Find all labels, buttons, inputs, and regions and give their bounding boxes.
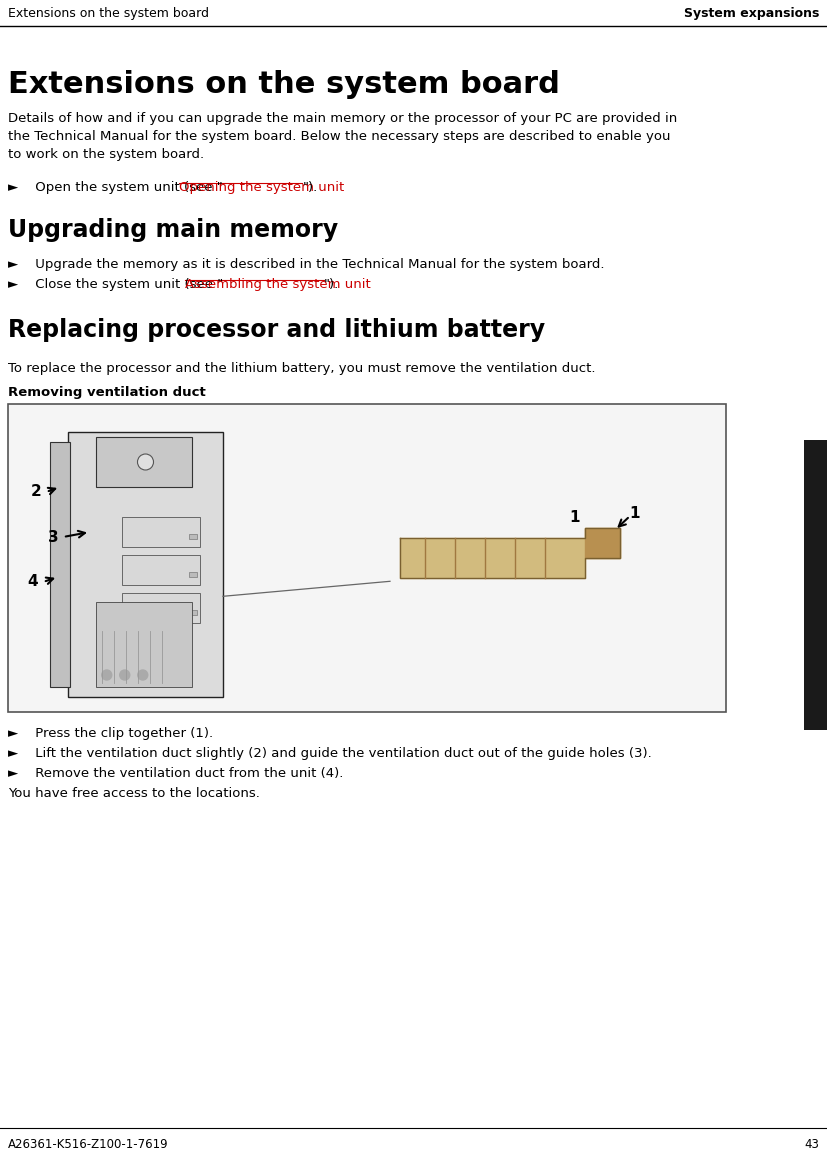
Bar <box>8 404 726 711</box>
Text: 1: 1 <box>629 506 640 521</box>
Bar <box>122 517 200 547</box>
Bar <box>96 437 192 487</box>
Text: Details of how and if you can upgrade the main memory or the processor of your P: Details of how and if you can upgrade th… <box>8 112 677 161</box>
Text: 1: 1 <box>570 511 581 526</box>
Text: ►    Upgrade the memory as it is described in the Technical Manual for the syste: ► Upgrade the memory as it is described … <box>8 258 605 271</box>
Text: ►    Press the clip together (1).: ► Press the clip together (1). <box>8 726 213 740</box>
Text: Replacing processor and lithium battery: Replacing processor and lithium battery <box>8 318 545 342</box>
Text: 2: 2 <box>31 484 41 499</box>
Text: ").: "). <box>323 278 339 291</box>
Bar <box>68 432 223 696</box>
Bar <box>189 610 197 614</box>
Bar <box>96 602 192 687</box>
Text: ►    Remove the ventilation duct from the unit (4).: ► Remove the ventilation duct from the u… <box>8 767 343 780</box>
Text: Opening the system unit: Opening the system unit <box>179 181 345 194</box>
Circle shape <box>138 670 148 680</box>
Text: ").: "). <box>302 181 318 194</box>
Text: Assembling the system unit: Assembling the system unit <box>184 278 370 291</box>
Text: To replace the processor and the lithium battery, you must remove the ventilatio: To replace the processor and the lithium… <box>8 362 595 375</box>
Text: Extensions on the system board: Extensions on the system board <box>8 7 209 20</box>
Text: You have free access to the locations.: You have free access to the locations. <box>8 787 260 800</box>
Polygon shape <box>400 528 620 578</box>
Text: 3: 3 <box>48 529 59 544</box>
Bar <box>804 440 827 730</box>
Bar <box>122 556 200 584</box>
Text: A26361-K516-Z100-1-7619: A26361-K516-Z100-1-7619 <box>8 1138 169 1152</box>
Circle shape <box>102 670 112 680</box>
Bar <box>50 442 70 687</box>
Text: System expansions: System expansions <box>684 7 819 20</box>
Circle shape <box>120 670 130 680</box>
Text: ►    Open the system unit (see ": ► Open the system unit (see " <box>8 181 222 194</box>
Text: Upgrading main memory: Upgrading main memory <box>8 218 338 243</box>
Text: ►    Lift the ventilation duct slightly (2) and guide the ventilation duct out o: ► Lift the ventilation duct slightly (2)… <box>8 747 652 760</box>
Text: 4: 4 <box>27 574 38 589</box>
Bar <box>122 593 200 623</box>
Bar <box>189 572 197 578</box>
Text: 43: 43 <box>804 1138 819 1152</box>
Text: ►    Close the system unit (see ": ► Close the system unit (see " <box>8 278 223 291</box>
Text: Removing ventilation duct: Removing ventilation duct <box>8 386 206 398</box>
Polygon shape <box>585 528 620 558</box>
Circle shape <box>137 454 154 470</box>
Bar <box>189 534 197 539</box>
Text: Extensions on the system board: Extensions on the system board <box>8 70 560 99</box>
